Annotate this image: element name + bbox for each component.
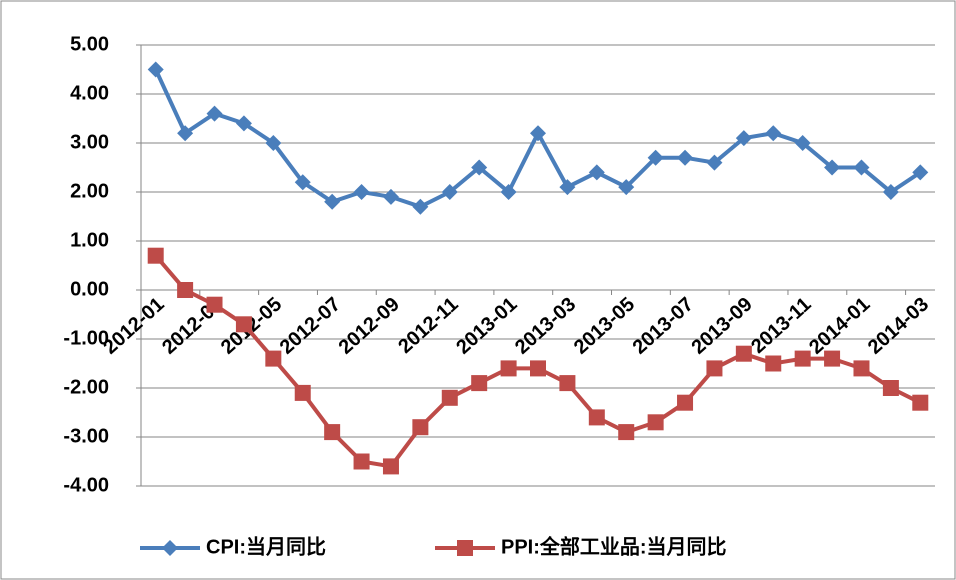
point xyxy=(530,125,546,142)
y-tick-label: -4.00 xyxy=(63,474,109,496)
point xyxy=(912,394,929,411)
point xyxy=(382,458,399,475)
y-tick-label: -3.00 xyxy=(63,425,109,447)
series xyxy=(147,247,929,475)
point xyxy=(559,375,576,392)
point xyxy=(441,184,458,200)
point xyxy=(324,424,341,441)
point xyxy=(912,164,929,181)
point xyxy=(765,125,782,142)
y-tick-label: 1.00 xyxy=(70,229,109,251)
point xyxy=(677,394,694,411)
point xyxy=(882,184,899,200)
point xyxy=(412,198,429,215)
point xyxy=(882,380,899,396)
point xyxy=(471,159,488,176)
point xyxy=(794,350,811,367)
legend-label: PPI:全部工业品:当月同比 xyxy=(501,534,727,558)
point xyxy=(206,296,223,313)
point xyxy=(500,184,517,200)
point xyxy=(353,453,370,470)
point xyxy=(265,135,282,151)
point xyxy=(162,540,178,556)
point xyxy=(853,360,870,377)
y-tick-label: 0.00 xyxy=(70,278,109,300)
y-tick-label: -1.00 xyxy=(63,327,109,349)
point xyxy=(765,355,782,372)
legend-item: PPI:全部工业品:当月同比 xyxy=(435,534,727,558)
point xyxy=(441,389,458,406)
point xyxy=(824,350,841,367)
point xyxy=(235,115,252,132)
point xyxy=(588,409,605,426)
point xyxy=(735,345,752,362)
point xyxy=(235,316,252,333)
point xyxy=(500,360,517,377)
point xyxy=(412,419,429,436)
point xyxy=(706,360,723,377)
point xyxy=(794,135,811,151)
point xyxy=(177,125,194,142)
point xyxy=(706,154,723,171)
point xyxy=(647,414,664,431)
point xyxy=(265,350,282,367)
point xyxy=(147,247,164,264)
series xyxy=(147,61,929,215)
point xyxy=(530,360,546,377)
legend-item: CPI:当月同比 xyxy=(140,535,326,558)
y-tick-label: 2.00 xyxy=(70,180,109,202)
point xyxy=(206,105,223,122)
point xyxy=(471,375,488,392)
point xyxy=(324,193,341,210)
point xyxy=(618,424,635,441)
point xyxy=(559,179,576,196)
point xyxy=(853,159,870,176)
point xyxy=(382,188,399,205)
point xyxy=(177,282,194,298)
point xyxy=(588,164,605,181)
y-tick-label: -2.00 xyxy=(63,376,109,398)
point xyxy=(647,149,664,166)
y-tick-label: 4.00 xyxy=(70,82,109,104)
point xyxy=(824,159,841,176)
point xyxy=(294,384,311,401)
legend-label: CPI:当月同比 xyxy=(206,535,326,558)
y-tick-label: 3.00 xyxy=(70,131,109,153)
point xyxy=(353,184,370,200)
point xyxy=(457,540,473,556)
point xyxy=(677,149,694,166)
y-tick-label: 5.00 xyxy=(70,33,109,55)
point xyxy=(618,179,635,196)
point xyxy=(294,174,311,191)
point xyxy=(735,130,752,147)
point xyxy=(147,61,164,78)
